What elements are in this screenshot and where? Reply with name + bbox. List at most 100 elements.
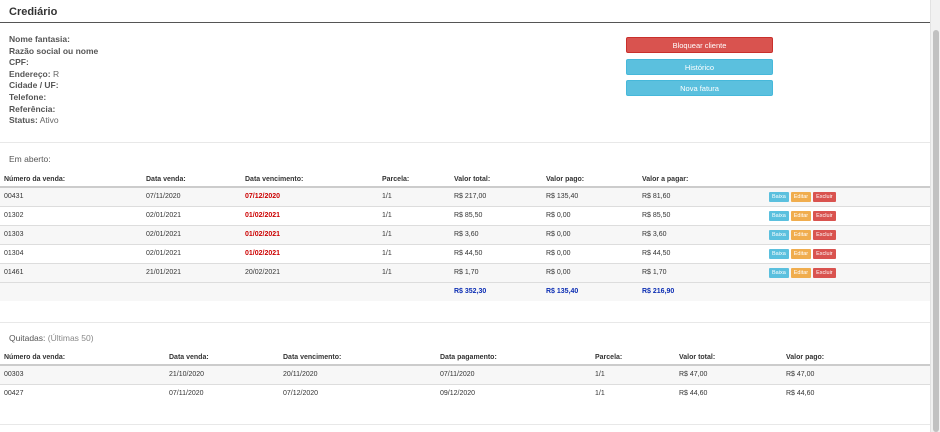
cell-parcela: 1/1 — [591, 364, 675, 384]
cell-data-venda: 02/01/2021 — [142, 224, 241, 244]
column-header: Número da venda: — [0, 351, 165, 366]
cell-data-venda: 21/10/2020 — [165, 364, 279, 384]
cell-pago: R$ 0,00 — [542, 262, 638, 282]
cell-a-pagar: R$ 81,60 — [638, 186, 765, 206]
cell-numero: 01303 — [0, 224, 142, 244]
baixa-button[interactable]: Baixa — [769, 267, 789, 278]
cell-total: R$ 44,50 — [450, 243, 542, 263]
cell-data-venda: 02/01/2021 — [142, 243, 241, 263]
block-client-button[interactable]: Bloquear cliente — [626, 37, 773, 53]
client-info: Nome fantasia: Razão social ou nome CPF:… — [9, 34, 98, 127]
client-field: Endereço: R — [9, 69, 98, 81]
client-field-label: CPF: — [9, 57, 29, 68]
column-header: Valor pago: — [782, 351, 930, 366]
cell-a-pagar: R$ 85,50 — [638, 205, 765, 225]
divider — [0, 424, 930, 425]
column-header: Data pagamento: — [436, 351, 591, 366]
cell-total: R$ 85,50 — [450, 205, 542, 225]
baixa-button[interactable]: Baixa — [769, 248, 789, 259]
cell-pagamento: 07/11/2020 — [436, 364, 591, 384]
paid-title: Quitadas: — [9, 333, 46, 343]
paid-invoices-table: Número da venda: Data venda: Data vencimen… — [0, 351, 930, 403]
total-valor-pago: R$ 135,40 — [542, 281, 638, 301]
column-header: Valor a pagar: — [638, 173, 765, 188]
cell-numero: 00431 — [0, 186, 142, 206]
vertical-scrollbar[interactable] — [930, 0, 940, 432]
new-invoice-button[interactable]: Nova fatura — [626, 80, 773, 96]
edit-button[interactable]: Editar — [790, 229, 812, 240]
cell-total: R$ 217,00 — [450, 186, 542, 206]
cell-numero: 00303 — [0, 364, 165, 384]
edit-button[interactable]: Editar — [790, 267, 812, 278]
row-actions-group: Baixa Editar Excluir — [769, 229, 930, 240]
client-field-label: Cidade / UF: — [9, 80, 59, 91]
table-row: 01302 02/01/2021 01/02/2021 1/1 R$ 85,50 R$ 0… — [0, 205, 930, 225]
client-field-value: R — [52, 68, 60, 79]
client-field: CPF: — [9, 57, 98, 69]
total-valor-total: R$ 352,30 — [450, 281, 542, 301]
client-field: Referência: — [9, 104, 98, 116]
cell-vencimento: 07/12/2020 — [279, 383, 436, 403]
baixa-button[interactable]: Baixa — [769, 191, 789, 202]
column-header-actions — [765, 173, 930, 188]
row-actions: Baixa Editar Excluir — [765, 262, 930, 282]
total-valor-a-pagar: R$ 216,90 — [638, 281, 765, 301]
table-row: 01304 02/01/2021 01/02/2021 1/1 R$ 44,50 R$ 0… — [0, 243, 930, 263]
cell-parcela: 1/1 — [378, 205, 450, 225]
table-row: 00431 07/11/2020 07/12/2020 1/1 R$ 217,00 R$ … — [0, 186, 930, 206]
client-field-value: Ativo — [39, 115, 59, 126]
cell-pago: R$ 47,00 — [782, 364, 930, 384]
delete-button[interactable]: Excluir — [813, 229, 836, 240]
cell-numero: 01302 — [0, 205, 142, 225]
open-section-title: Em aberto: — [9, 154, 51, 164]
column-header: Data venda: — [142, 173, 241, 188]
cell-data-venda: 07/11/2020 — [142, 186, 241, 206]
column-header: Valor total: — [675, 351, 782, 366]
row-actions: Baixa Editar Excluir — [765, 243, 930, 263]
cell-a-pagar: R$ 1,70 — [638, 262, 765, 282]
client-field-label: Razão social ou nome — [9, 45, 99, 56]
delete-button[interactable]: Excluir — [813, 248, 836, 259]
column-header: Parcela: — [591, 351, 675, 366]
edit-button[interactable]: Editar — [790, 191, 812, 202]
page-title: Crediário — [9, 6, 58, 18]
client-field: Cidade / UF: — [9, 80, 98, 92]
baixa-button[interactable]: Baixa — [769, 210, 789, 221]
edit-button[interactable]: Editar — [790, 248, 812, 259]
open-invoices-table: Número da venda: Data venda: Data vencimen… — [0, 173, 930, 301]
client-field-label: Status: — [9, 115, 38, 126]
delete-button[interactable]: Excluir — [813, 267, 836, 278]
empty-cell — [378, 281, 450, 301]
cell-parcela: 1/1 — [378, 262, 450, 282]
row-actions-group: Baixa Editar Excluir — [769, 191, 930, 202]
table-row: 01461 21/01/2021 20/02/2021 1/1 R$ 1,70 R$ 0,… — [0, 262, 930, 282]
divider — [0, 142, 930, 143]
client-field-label: Referência: — [9, 103, 56, 114]
delete-button[interactable]: Excluir — [813, 191, 836, 202]
cell-data-venda: 02/01/2021 — [142, 205, 241, 225]
cell-parcela: 1/1 — [378, 224, 450, 244]
empty-cell — [241, 281, 378, 301]
column-header: Data venda: — [165, 351, 279, 366]
cell-vencimento: 01/02/2021 — [241, 243, 378, 263]
table-row: 01303 02/01/2021 01/02/2021 1/1 R$ 3,60 R$ 0,… — [0, 224, 930, 244]
page-header: Crediário — [0, 0, 930, 23]
scrollbar-thumb[interactable] — [933, 30, 939, 432]
row-actions: Baixa Editar Excluir — [765, 224, 930, 244]
cell-vencimento: 07/12/2020 — [241, 186, 378, 206]
column-header: Número da venda: — [0, 173, 142, 188]
totals-row: R$ 352,30 R$ 135,40 R$ 216,90 — [0, 281, 930, 301]
cell-pagamento: 09/12/2020 — [436, 383, 591, 403]
edit-button[interactable]: Editar — [790, 210, 812, 221]
history-button[interactable]: Histórico — [626, 59, 773, 75]
client-field: Status: Ativo — [9, 115, 98, 127]
cell-data-venda: 21/01/2021 — [142, 262, 241, 282]
row-actions-group: Baixa Editar Excluir — [769, 248, 930, 259]
delete-button[interactable]: Excluir — [813, 210, 836, 221]
table-row: 00303 21/10/2020 20/11/2020 07/11/2020 1/1 R$… — [0, 364, 930, 384]
empty-cell — [0, 281, 142, 301]
row-actions-group: Baixa Editar Excluir — [769, 210, 930, 221]
baixa-button[interactable]: Baixa — [769, 229, 789, 240]
cell-vencimento: 01/02/2021 — [241, 224, 378, 244]
